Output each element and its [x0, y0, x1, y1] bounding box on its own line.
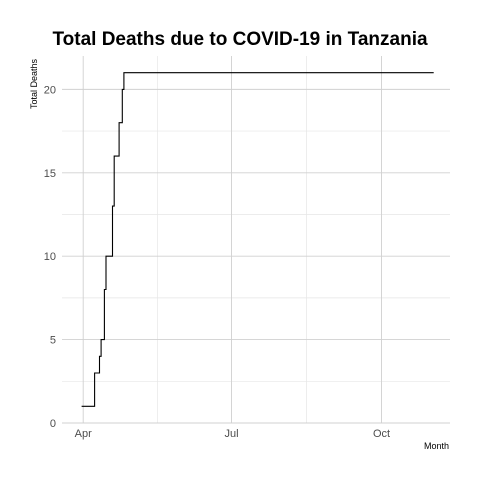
series-layer	[81, 72, 434, 407]
y-tick-label: 15	[44, 168, 56, 180]
y-tick-label: 0	[50, 418, 56, 430]
x-tick-label: Oct	[373, 428, 390, 440]
chart-title: Total Deaths due to COVID-19 in Tanzania	[52, 29, 428, 50]
series-line	[81, 72, 434, 407]
y-tick-label: 10	[44, 251, 56, 263]
y-tick-label: 5	[50, 335, 56, 347]
x-tick-label: Apr	[75, 428, 92, 440]
grid	[62, 56, 450, 424]
tick-labels: 0 5 10 15 20 Apr Jul Oct	[44, 84, 390, 440]
y-tick-label: 20	[44, 84, 56, 96]
y-axis-label: Total Deaths	[29, 58, 39, 109]
x-axis-label: Month	[424, 441, 449, 451]
x-tick-label: Jul	[225, 428, 239, 440]
